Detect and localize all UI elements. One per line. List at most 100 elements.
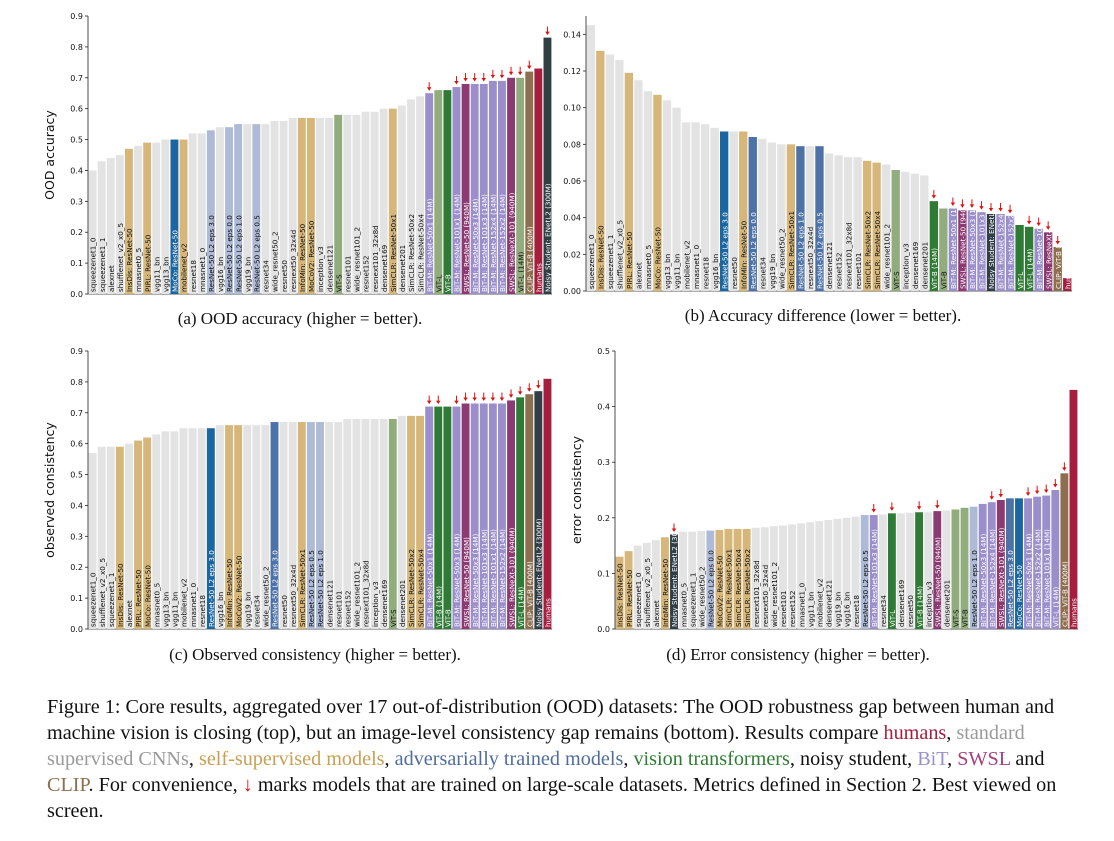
bar <box>279 121 288 295</box>
bar-label: MoCo: ResNet-50 <box>143 565 152 627</box>
bar <box>270 422 279 629</box>
bar-label: ViT-B (14M) <box>915 586 924 627</box>
bar <box>261 425 270 629</box>
figure-caption: Figure 1: Core results, aggregated over … <box>47 694 1077 824</box>
bar <box>897 513 905 629</box>
bar-label: wide_resnet101_2 <box>882 224 891 289</box>
bar <box>815 521 824 629</box>
large-dataset-arrow-icon <box>527 60 532 70</box>
bar <box>688 531 697 629</box>
y-tick-label: 0.4 <box>70 501 83 510</box>
y-tick-label: 0.2 <box>70 563 83 572</box>
bar <box>951 509 960 629</box>
bar-label: BiT-M: ResNet-152x4 (14M) <box>988 529 997 627</box>
bar <box>397 105 406 294</box>
bar <box>461 403 470 629</box>
bar <box>379 108 388 295</box>
bar <box>1051 490 1060 629</box>
bar <box>188 428 197 629</box>
bar <box>197 428 206 629</box>
bar <box>697 531 706 629</box>
bar <box>234 425 243 629</box>
bar <box>724 528 733 629</box>
y-tick-label: 0.9 <box>70 347 83 356</box>
y-tick-label: 0.6 <box>70 105 83 114</box>
bar <box>586 25 595 292</box>
bar-label: BiT-M: ResNet-101x3 (14M) <box>480 529 489 627</box>
bar-label: vgg11_bn <box>806 592 815 627</box>
bar-label: Noisy Student: ENetL2 (300M) <box>987 180 996 289</box>
bar <box>334 422 343 629</box>
y-tick-label: 0.14 <box>563 30 581 39</box>
bar-label: MoCoV2: ResNet-50 <box>307 220 316 292</box>
bar <box>624 72 634 291</box>
bar <box>758 138 767 291</box>
bar <box>679 531 688 629</box>
bar <box>624 551 633 629</box>
y-tick-label: 0.5 <box>70 136 83 145</box>
bar <box>920 175 929 291</box>
large-dataset-arrow-icon <box>950 197 956 206</box>
bar <box>397 415 406 629</box>
bar-label: vgg11_bn <box>171 592 180 627</box>
y-tick-label: 0.6 <box>70 440 83 449</box>
bar <box>815 146 824 291</box>
bar <box>596 50 605 292</box>
large-dataset-arrow-icon <box>454 395 459 405</box>
y-tick-label: 0.7 <box>70 74 83 83</box>
bar <box>106 446 115 629</box>
bar-label: BiT-M: ResNet-152x2 (14M) <box>498 194 507 292</box>
bar <box>901 171 910 291</box>
bar-label: mnasnet1_0 <box>198 247 207 292</box>
bar <box>361 111 370 294</box>
bar-label: SimCLR: ResNet-50x1 <box>725 549 734 627</box>
bar-label: SimCLR: ResNet-50x2 <box>407 214 416 292</box>
bar-label: ViT-L (14M) <box>516 251 525 292</box>
bar <box>425 406 434 629</box>
bar-label: vgg16_bn <box>216 592 225 627</box>
bar <box>797 523 806 629</box>
y-tick-label: 0.04 <box>563 214 581 223</box>
bar <box>525 394 534 629</box>
bar-label: squeezenet1_0 <box>587 234 596 289</box>
bar <box>824 153 834 291</box>
legend-adversarial: adversarially trained models <box>394 748 624 770</box>
bar <box>543 37 552 294</box>
bar <box>605 54 614 291</box>
bar-label: mobilenet_v2 <box>815 578 824 627</box>
bar <box>887 513 896 629</box>
bar-label: ViT-S <box>952 609 961 627</box>
large-dataset-arrow-icon <box>969 199 975 208</box>
large-dataset-arrow-icon <box>1036 217 1041 227</box>
bar-label: SWSL: ResNeXt-101 (940M) <box>507 192 516 292</box>
bar <box>143 142 152 294</box>
bar-label: mnasnet1_0 <box>692 244 701 289</box>
caption-sep: , <box>947 748 958 770</box>
bar <box>710 127 719 291</box>
bar <box>452 87 461 295</box>
bar-label: mnasnet0_5 <box>152 583 161 627</box>
bar-label: ViT-S <box>389 609 398 627</box>
legend-self-supervised: self-supervised models <box>198 748 385 770</box>
bar <box>379 418 388 629</box>
bar <box>751 527 760 629</box>
bar <box>796 146 805 291</box>
large-dataset-arrow-icon <box>979 201 984 210</box>
bar <box>124 148 133 294</box>
bar-label: shufflenet_v2_x0_5 <box>643 558 652 627</box>
bar-label: ResNet-50 L2 eps 3.0 <box>1006 550 1015 627</box>
large-dataset-arrow-icon <box>454 76 459 85</box>
y-tick-label: 0.2 <box>597 514 610 523</box>
bar-label: SimCLR: ResNet-50x1 <box>298 549 307 627</box>
bar <box>152 434 161 629</box>
bar-label: resnet101 <box>779 591 788 627</box>
bar <box>534 68 543 294</box>
bar-label: mobilenet_v2 <box>180 578 189 627</box>
bar <box>779 525 787 629</box>
bar-label: BiT-M: ResNet-101x1 (14M) <box>489 529 498 627</box>
bar-label: BiT-M: ResNet-101x1 (14M) <box>1035 191 1044 289</box>
bar-label: CLIP: ViT-B (400M) <box>525 561 534 627</box>
bar-label: resnet50 <box>280 260 289 292</box>
bar-label: wide_resnet101_2 <box>770 562 779 627</box>
bar-label: resnet18 <box>189 260 198 292</box>
